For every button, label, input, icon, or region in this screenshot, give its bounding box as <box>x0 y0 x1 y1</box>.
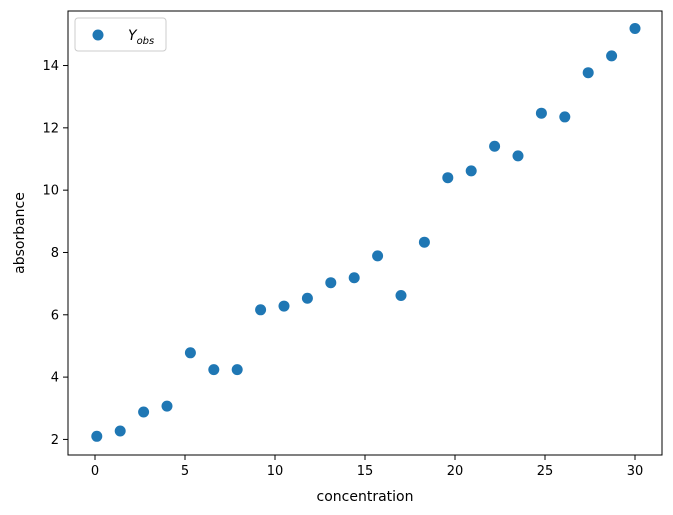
data-point <box>114 425 126 437</box>
data-point <box>395 289 407 301</box>
data-point <box>301 292 313 304</box>
data-point <box>606 50 618 62</box>
y-tick-label: 4 <box>51 371 59 386</box>
data-point <box>559 111 571 123</box>
y-tick-label: 6 <box>51 308 59 323</box>
data-points <box>91 22 641 442</box>
data-point <box>138 406 150 418</box>
y-tick-label: 8 <box>51 246 59 261</box>
legend: Yobs <box>74 17 167 52</box>
data-point <box>418 236 430 248</box>
legend-marker <box>92 29 104 41</box>
x-tick-label: 10 <box>267 464 284 479</box>
data-point <box>91 430 103 442</box>
data-point <box>184 347 196 359</box>
x-tick-label: 25 <box>537 464 554 479</box>
legend-entry: Yobs <box>128 28 154 47</box>
data-point <box>348 272 360 284</box>
y-tick-label: 10 <box>42 184 59 199</box>
x-tick-label: 0 <box>91 464 99 479</box>
y-axis-label: absorbance <box>12 192 28 274</box>
x-tick-label: 15 <box>357 464 374 479</box>
data-point <box>629 22 641 34</box>
data-point <box>325 277 337 289</box>
plot-frame <box>67 10 663 456</box>
x-axis-ticks: 0 5 10 15 20 25 30 <box>91 455 643 479</box>
y-tick-label: 14 <box>42 59 59 74</box>
data-point <box>255 304 267 316</box>
data-point <box>512 150 524 162</box>
y-tick-label: 2 <box>51 433 59 448</box>
data-point <box>465 165 477 177</box>
data-point <box>535 107 547 119</box>
data-point <box>372 250 384 262</box>
data-point <box>489 140 501 152</box>
x-axis-label: concentration <box>317 489 414 505</box>
y-axis-ticks: 2 4 6 8 10 12 14 <box>42 59 68 448</box>
x-tick-label: 5 <box>181 464 189 479</box>
x-tick-label: 30 <box>627 464 644 479</box>
data-point <box>231 364 243 376</box>
legend-box <box>74 17 167 52</box>
data-point <box>208 364 220 376</box>
x-tick-label: 20 <box>447 464 464 479</box>
legend-series-subscript: obs <box>137 36 155 47</box>
data-point <box>582 67 594 79</box>
legend-series-name: Y <box>128 28 138 44</box>
y-tick-label: 12 <box>42 121 59 136</box>
data-point <box>442 172 454 184</box>
data-point <box>161 400 173 412</box>
data-point <box>278 300 290 312</box>
plot-area <box>68 11 662 455</box>
